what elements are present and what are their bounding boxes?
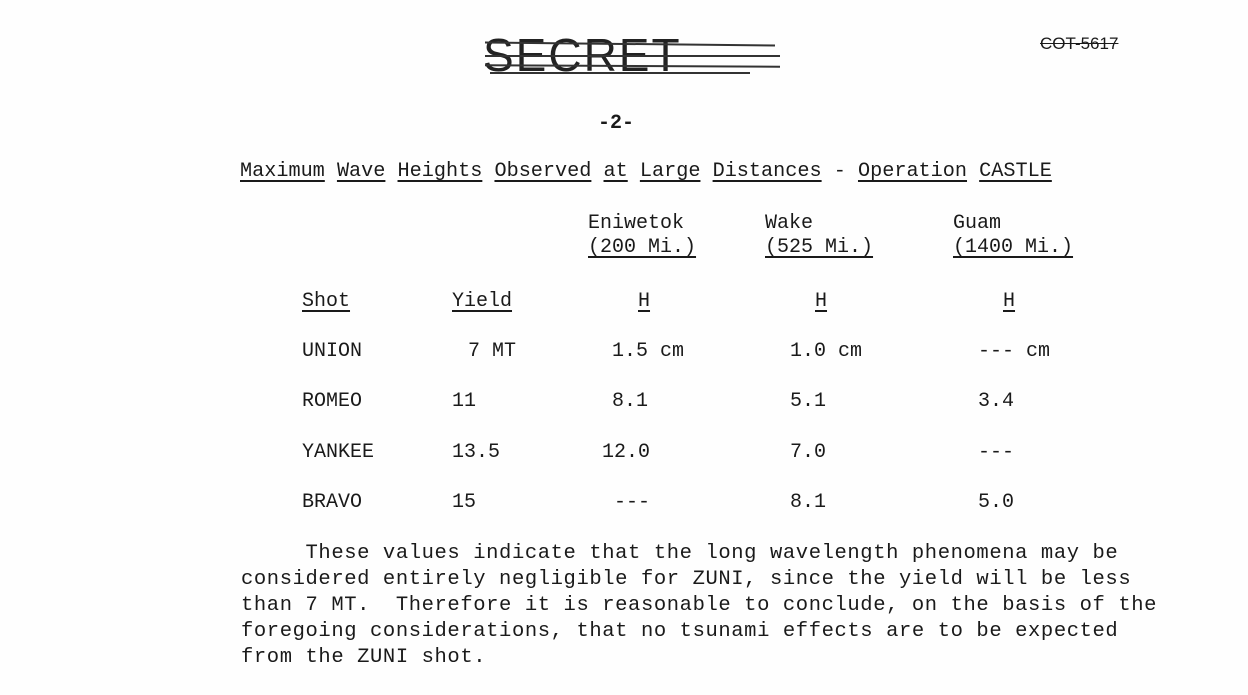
strikethrough-line — [490, 72, 750, 74]
header-yield: Yield — [452, 290, 513, 313]
cell-wake: 1.0 cm — [790, 340, 863, 363]
cell-shot: YANKEE — [302, 441, 375, 464]
title-word: Observed — [494, 160, 592, 183]
title-word: Maximum — [240, 160, 325, 183]
title-word: Large — [639, 160, 701, 183]
title-word: Wave — [336, 160, 386, 183]
body-paragraph: These values indicate that the long wave… — [241, 542, 1158, 669]
header-shot: Shot — [302, 290, 351, 313]
title-word: at — [603, 160, 628, 183]
title-word: Distances — [712, 160, 822, 183]
column-header-wake: Wake (525 Mi.) — [765, 212, 873, 260]
strikethrough-line — [485, 55, 780, 57]
page-number: -2- — [598, 112, 635, 135]
title-word: Operation — [857, 160, 968, 183]
cell-yield: 11 — [452, 390, 477, 413]
location-name: Guam — [953, 212, 1002, 235]
document-number: COT-5617 — [1040, 34, 1119, 53]
table-title: Maximum Wave Heights Observed at Large D… — [240, 160, 1052, 183]
header-h-wake: H — [815, 290, 828, 313]
cell-eniwetok: 1.5 cm — [612, 340, 685, 363]
cell-shot: BRAVO — [302, 491, 363, 514]
cell-guam: --- — [978, 441, 1015, 464]
cell-wake: 7.0 — [790, 441, 827, 464]
cell-yield: 13.5 — [452, 441, 501, 464]
header-h-eniwetok: H — [638, 290, 651, 313]
column-header-eniwetok: Eniwetok (200 Mi.) — [588, 212, 696, 260]
location-distance: (1400 Mi.) — [953, 236, 1074, 259]
cell-wake: 8.1 — [790, 491, 827, 514]
title-word: Heights — [397, 160, 483, 183]
location-distance: (200 Mi.) — [588, 236, 697, 259]
location-name: Wake — [765, 212, 814, 235]
location-name: Eniwetok — [588, 212, 685, 235]
cell-eniwetok: --- — [614, 491, 651, 514]
cell-guam: 3.4 — [978, 390, 1015, 413]
cell-wake: 5.1 — [790, 390, 827, 413]
cell-shot: ROMEO — [302, 390, 363, 413]
column-header-guam: Guam (1400 Mi.) — [953, 212, 1073, 260]
cell-shot: UNION — [302, 340, 363, 363]
cell-guam: --- cm — [978, 340, 1051, 363]
title-dash: - — [833, 160, 846, 183]
title-word: CASTLE — [979, 160, 1052, 183]
header-h-guam: H — [1003, 290, 1016, 313]
location-distance: (525 Mi.) — [765, 236, 874, 259]
cell-eniwetok: 8.1 — [612, 390, 649, 413]
cell-guam: 5.0 — [978, 491, 1015, 514]
cell-yield: 15 — [452, 491, 477, 514]
cell-eniwetok: 12.0 — [602, 441, 651, 464]
cell-yield: 7 MT — [468, 340, 517, 363]
